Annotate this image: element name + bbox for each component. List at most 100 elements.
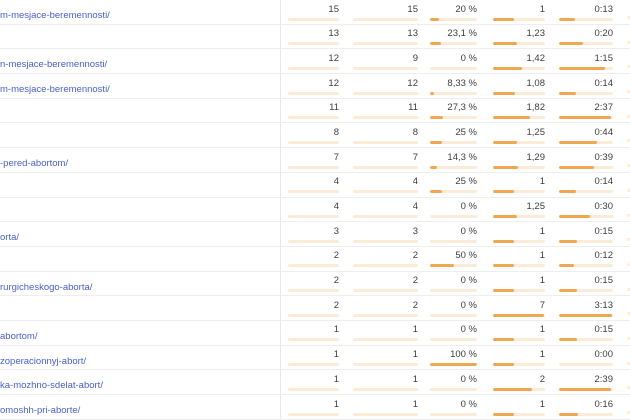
- duration-cell: 0:44: [559, 123, 613, 147]
- duration-value: 1:15: [594, 52, 614, 64]
- duration-cell: 2:37: [559, 99, 613, 123]
- count-a-value: 12: [328, 77, 339, 89]
- table-row: 13 13 23,1 % 1,23 0:20: [0, 24, 630, 50]
- duration-value: 0:12: [594, 250, 614, 262]
- page-url-link[interactable]: rurgicheskogo-aborta/: [0, 281, 93, 293]
- ratio-cell: 1,23: [493, 25, 545, 49]
- count-a-value: 2: [333, 275, 339, 287]
- ratio-bar: [493, 313, 545, 317]
- count-b-bar: [353, 264, 418, 268]
- ratio-value: 1: [539, 225, 545, 237]
- partial-bar-track: [627, 262, 630, 266]
- duration-bar: [559, 42, 613, 46]
- count-a-bar: [288, 165, 339, 169]
- page-url-cell: -pered-abortom/: [0, 148, 281, 172]
- page-url-cell: [0, 172, 281, 197]
- page-url-link[interactable]: -pered-abortom/: [0, 158, 69, 170]
- count-b-value: 15: [407, 3, 418, 15]
- percent-bar: [430, 140, 477, 144]
- duration-bar: [559, 412, 613, 416]
- page-url-link[interactable]: omoshh-pri-aborte/: [0, 405, 81, 416]
- percent-bar-fill: [430, 190, 442, 194]
- ratio-bar: [493, 338, 545, 342]
- next-column-bar-partial: [627, 247, 630, 271]
- duration-value: 0:30: [594, 201, 614, 212]
- duration-cell: 0:13: [559, 0, 613, 24]
- duration-value: 0:16: [594, 398, 614, 410]
- next-column-bar-partial: [627, 25, 630, 49]
- count-b-value: 9: [412, 52, 418, 64]
- percent-bar-fill: [430, 42, 441, 46]
- duration-cell: 0:14: [559, 74, 613, 98]
- next-column-bar-partial: [627, 173, 630, 197]
- ratio-bar-fill: [493, 338, 514, 342]
- count-b-cell: 1: [353, 370, 418, 394]
- duration-cell: 0:14: [559, 173, 613, 197]
- duration-bar-fill: [559, 17, 576, 21]
- duration-value: 0:15: [594, 324, 614, 336]
- table-row: abortom/ 1 1 0 % 1 0:15: [0, 320, 630, 346]
- count-a-bar: [288, 17, 339, 21]
- page-url-link[interactable]: m-mesjace-beremennosti/: [0, 84, 110, 96]
- duration-bar: [559, 116, 613, 120]
- table-row: 2 2 50 % 1 0:12: [0, 246, 630, 272]
- ratio-value: 1: [539, 324, 545, 336]
- percent-cell: 0 %: [430, 296, 477, 320]
- count-a-bar: [288, 42, 339, 46]
- count-a-cell: 11: [288, 99, 339, 123]
- percent-cell: 0 %: [430, 370, 477, 394]
- duration-bar-fill: [559, 412, 579, 416]
- count-a-bar: [288, 289, 339, 293]
- duration-value: 0:13: [594, 3, 614, 15]
- ratio-bar: [493, 165, 545, 169]
- page-url-link[interactable]: m-mesjace-beremennosti/: [0, 10, 110, 21]
- duration-value: 2:39: [594, 373, 614, 385]
- count-a-bar: [288, 412, 339, 416]
- next-column-bar-partial: [627, 148, 630, 172]
- ratio-bar: [493, 215, 545, 218]
- ratio-bar: [493, 264, 545, 268]
- duration-bar-fill: [559, 42, 584, 46]
- ratio-cell: 1,25: [493, 198, 545, 222]
- percent-value: 0 %: [460, 201, 477, 212]
- duration-bar: [559, 289, 613, 293]
- count-b-bar: [353, 338, 418, 342]
- duration-value: 0:00: [594, 349, 614, 361]
- duration-value: 0:15: [594, 275, 614, 287]
- partial-bar-track: [627, 164, 630, 168]
- ratio-value: 1: [539, 349, 545, 361]
- page-url-link[interactable]: n-mesjace-beremennosti/: [0, 59, 108, 71]
- page-url-link[interactable]: orta/: [0, 232, 20, 244]
- percent-cell: 27,3 %: [430, 99, 477, 123]
- duration-value: 3:13: [594, 299, 614, 311]
- duration-bar: [559, 313, 613, 317]
- ratio-bar: [493, 387, 545, 391]
- table-row: 2 2 0 % 7 3:13: [0, 296, 630, 321]
- count-a-cell: 1: [288, 395, 339, 419]
- count-b-bar: [353, 289, 418, 293]
- duration-value: 0:44: [594, 126, 614, 138]
- duration-bar-fill: [559, 264, 575, 268]
- ratio-value: 1,08: [526, 77, 546, 89]
- count-b-value: 1: [412, 373, 418, 385]
- count-b-bar: [353, 313, 418, 317]
- table-row: ka-mozhno-sdelat-abort/ 1 1 0 % 2 2:39: [0, 370, 630, 395]
- next-column-bar-partial: [627, 222, 630, 246]
- page-url-link[interactable]: zoperacionnyj-abort/: [0, 355, 87, 367]
- count-a-cell: 12: [288, 74, 339, 98]
- duration-bar-fill: [559, 190, 577, 194]
- duration-cell: 0:15: [559, 272, 613, 296]
- percent-value: 8,33 %: [447, 77, 477, 89]
- next-column-bar-partial: [627, 321, 630, 345]
- count-a-cell: 2: [288, 272, 339, 296]
- percent-cell: 100 %: [430, 346, 477, 370]
- partial-bar-track: [627, 287, 630, 291]
- page-url-link[interactable]: abortom/: [0, 330, 38, 342]
- next-column-bar-partial: [627, 346, 630, 370]
- count-a-bar: [288, 239, 339, 243]
- percent-cell: 0 %: [430, 272, 477, 296]
- next-column-bar-partial: [627, 123, 630, 147]
- percent-bar: [430, 116, 477, 120]
- duration-bar-fill: [559, 387, 611, 391]
- page-url-link[interactable]: ka-mozhno-sdelat-abort/: [0, 380, 103, 392]
